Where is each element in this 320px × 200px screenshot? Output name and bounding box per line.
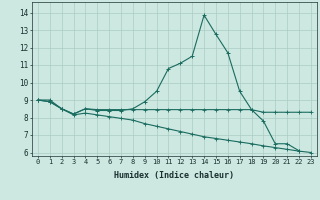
X-axis label: Humidex (Indice chaleur): Humidex (Indice chaleur): [115, 171, 234, 180]
